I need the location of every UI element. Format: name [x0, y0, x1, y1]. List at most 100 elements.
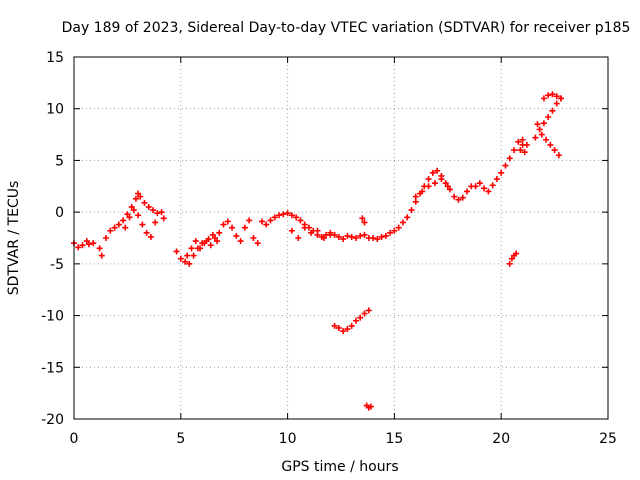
y-tick-label: -15	[41, 360, 64, 376]
data-point	[132, 195, 139, 202]
y-tick-label: 0	[55, 205, 64, 221]
data-point	[115, 221, 122, 228]
x-tick-label: 10	[279, 431, 297, 447]
y-tick-label: -20	[41, 412, 64, 428]
data-point	[517, 147, 524, 154]
data-point	[335, 324, 342, 331]
data-point	[126, 214, 133, 221]
data-point	[361, 231, 368, 238]
data-point	[184, 252, 191, 259]
data-point	[352, 317, 359, 324]
data-point	[335, 233, 342, 240]
data-point	[120, 217, 127, 224]
data-point	[186, 260, 193, 267]
data-point	[444, 183, 451, 190]
data-point	[472, 183, 479, 190]
data-point	[459, 194, 466, 201]
data-point	[293, 214, 300, 221]
data-point	[150, 207, 157, 214]
data-point	[549, 107, 556, 114]
data-point	[201, 240, 208, 247]
data-point	[442, 180, 449, 187]
data-point	[135, 212, 142, 219]
data-point	[344, 326, 351, 333]
data-point	[288, 212, 295, 219]
data-point	[367, 403, 374, 410]
data-point	[111, 224, 118, 231]
data-point	[545, 92, 552, 99]
data-point	[258, 218, 265, 225]
data-point	[549, 91, 556, 98]
data-point	[271, 214, 278, 221]
data-point	[519, 136, 526, 143]
data-point	[220, 221, 227, 228]
grid-lines	[74, 57, 608, 419]
x-axis-label: GPS time / hours	[281, 459, 398, 475]
data-point	[352, 235, 359, 241]
data-point	[90, 240, 97, 247]
data-point	[429, 169, 436, 176]
data-point	[370, 235, 377, 241]
data-point	[547, 141, 554, 148]
data-point	[540, 95, 547, 102]
data-point	[301, 224, 308, 231]
data-point	[145, 203, 152, 210]
data-point	[143, 229, 150, 236]
data-point	[320, 235, 327, 241]
data-point	[75, 244, 82, 251]
data-point	[267, 217, 274, 224]
data-point	[508, 255, 515, 262]
data-point	[205, 236, 212, 243]
x-tick-labels: 0 5 10 15 20 25	[70, 431, 617, 447]
data-point	[515, 138, 522, 145]
data-point	[498, 169, 505, 176]
x-tick-label: 20	[492, 431, 510, 447]
y-tick-label: -10	[41, 309, 64, 325]
y-tick-label: -5	[50, 257, 64, 273]
data-point	[327, 231, 334, 238]
data-point	[511, 147, 518, 154]
plot-frame	[73, 56, 609, 420]
data-point	[331, 322, 338, 329]
data-point	[128, 203, 135, 210]
data-point	[122, 224, 129, 231]
data-points	[71, 91, 565, 411]
data-point	[534, 121, 541, 128]
data-point	[543, 136, 550, 143]
data-point	[308, 229, 315, 236]
data-point	[374, 236, 381, 243]
data-point	[154, 210, 161, 217]
data-point	[254, 240, 261, 247]
data-point	[229, 224, 236, 231]
data-point	[297, 217, 304, 224]
data-point	[276, 212, 283, 219]
data-point	[357, 314, 364, 321]
data-point	[425, 176, 432, 183]
data-point	[344, 232, 351, 239]
y-tick-label: 5	[55, 153, 64, 169]
data-point	[83, 238, 90, 245]
data-point	[365, 307, 372, 314]
data-point	[378, 233, 385, 240]
data-point	[103, 235, 110, 241]
data-point	[98, 252, 105, 259]
data-point	[404, 214, 411, 221]
data-point	[431, 180, 438, 187]
data-point	[348, 322, 355, 329]
axes	[73, 56, 609, 420]
data-point	[387, 229, 394, 236]
x-tick-label: 0	[70, 431, 79, 447]
data-point	[408, 207, 415, 214]
data-point	[152, 219, 159, 226]
data-point	[348, 233, 355, 240]
data-point	[173, 248, 180, 255]
data-point	[485, 188, 492, 195]
data-point	[241, 224, 248, 231]
data-point	[489, 182, 496, 189]
data-point	[558, 95, 565, 102]
data-point	[395, 224, 402, 231]
data-point	[412, 198, 419, 205]
data-point	[553, 93, 560, 100]
data-point	[158, 209, 165, 216]
data-point	[536, 126, 543, 133]
